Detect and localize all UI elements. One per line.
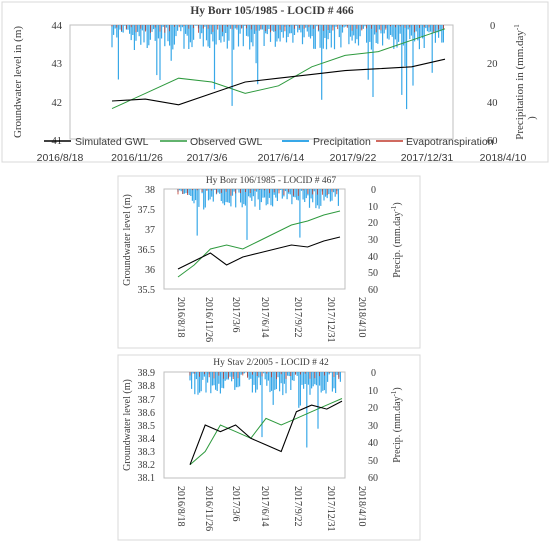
panel-1-xtick-6: 2018/4/10 <box>480 152 527 164</box>
panel-3-ytick-38.5: 38.5 <box>138 421 156 432</box>
panel-2-xtick-4: 2017/9/22 <box>292 297 303 338</box>
panel-2: Hy Borr 106/1985 - LOCID # 467 38 37.5 3… <box>117 175 421 349</box>
panel-3-ytick-38.4: 38.4 <box>138 434 156 445</box>
panel-1: Hy Borr 105/1985 - LOCID # 466 44 43 42 … <box>1 1 549 164</box>
panel-3-y2label: Precip. (mm.day-1) <box>390 387 403 463</box>
panel-1-xtick-4: 2017/9/22 <box>330 152 377 164</box>
panel-3-ytick-38.7: 38.7 <box>138 395 156 406</box>
panel-1-ytick-43: 43 <box>52 59 63 70</box>
panel-3-ytick-38.2: 38.2 <box>138 460 156 471</box>
panel-3-y2tick-60: 60 <box>368 473 378 484</box>
panel-2-xtick-1: 2016/11/26 <box>203 297 214 342</box>
panel-3-xtick-4: 2017/9/22 <box>292 486 303 527</box>
panel-3-xtick-2: 2017/3/6 <box>230 486 241 522</box>
panel-2-y2tick-50: 50 <box>368 268 378 279</box>
panel-1-legend: Simulated GWL Observed GWL Precipitation… <box>44 136 494 148</box>
panel-3-y2tick-20: 20 <box>368 403 378 414</box>
panel-3-ytick-38.6: 38.6 <box>138 408 156 419</box>
panel-3-xtick-3: 2017/6/14 <box>259 486 270 527</box>
panel-1-evapotranspiration-bars <box>111 25 444 33</box>
panel-3-xtick-6: 2018/4/10 <box>356 486 367 527</box>
panel-3-simulated-gwl-line <box>189 400 343 465</box>
panel-3-xtick-0: 2016/8/18 <box>175 486 186 527</box>
panel-1-plot-area <box>69 24 454 140</box>
panel-3-xtick-5: 2017/12/31 <box>325 486 336 532</box>
panel-2-title: Hy Borr 106/1985 - LOCID # 467 <box>206 176 337 186</box>
panel-3-ytick-38.8: 38.8 <box>138 381 156 392</box>
panel-3-y2tick-10: 10 <box>368 386 378 397</box>
legend-evapotranspiration-label: Evapotranspiration <box>406 136 494 148</box>
panel-2-ylabel: Groundwater level (m) <box>122 194 133 286</box>
panel-1-y2tick-20: 20 <box>487 59 498 70</box>
panel-1-y2tick-0: 0 <box>490 21 495 32</box>
panel-2-xtick-3: 2017/6/14 <box>259 297 270 338</box>
panel-1-ytick-44: 44 <box>52 21 63 32</box>
panel-2-y2tick-0: 0 <box>371 185 376 196</box>
panel-1-xtick-3: 2017/6/14 <box>258 152 305 164</box>
panel-2-observed-gwl-line <box>177 210 341 278</box>
panel-3-frame <box>117 354 421 541</box>
panel-2-xtick-2: 2017/3/6 <box>230 297 241 333</box>
panel-2-xtick-0: 2016/8/18 <box>175 297 186 338</box>
panel-2-ytick-37: 37 <box>145 225 155 236</box>
panel-3-ylabel: Groundwater level (m) <box>122 379 133 471</box>
panel-1-y2tick-40: 40 <box>487 98 498 109</box>
panel-1-observed-gwl-line <box>111 28 446 110</box>
panel-1-y2tick-60: 60 <box>487 136 498 147</box>
panel-2-evapotranspiration-bars <box>177 189 338 196</box>
panel-1-xtick-1: 2016/11/26 <box>111 152 163 164</box>
panel-3-ytick-38.1: 38.1 <box>138 473 156 484</box>
panel-3-y2tick-40: 40 <box>368 438 378 449</box>
panel-3: Hy Stav 2/2005 - LOCID # 42 38.9 38.8 38… <box>117 354 421 541</box>
panel-3-y2tick-30: 30 <box>368 421 378 432</box>
panel-1-y2label-close: ) <box>526 116 538 120</box>
legend-simulated-label: Simulated GWL <box>75 136 149 148</box>
legend-precipitation-label: Precipitation <box>313 136 371 148</box>
panel-1-ytick-42: 42 <box>52 98 63 109</box>
panel-3-plot-area <box>163 371 346 479</box>
panel-1-simulated-gwl-line <box>111 58 446 106</box>
legend-observed-label: Observed GWL <box>190 136 263 148</box>
panel-1-xtick-5: 2017/12/31 <box>401 152 454 164</box>
panel-3-title: Hy Stav 2/2005 - LOCID # 42 <box>213 358 329 368</box>
panel-2-frame <box>117 175 421 349</box>
panel-2-y2tick-30: 30 <box>368 235 378 246</box>
panel-2-xtick-6: 2018/4/10 <box>356 297 367 338</box>
panel-2-ytick-37.5: 37.5 <box>138 205 156 216</box>
panel-2-xtick-5: 2017/12/31 <box>325 297 336 343</box>
panel-2-y2tick-10: 10 <box>368 202 378 213</box>
panel-1-title: Hy Borr 105/1985 - LOCID # 466 <box>190 5 354 17</box>
panel-3-y2tick-50: 50 <box>368 456 378 467</box>
panel-2-ytick-35.5: 35.5 <box>138 285 156 296</box>
panel-1-y2label: Precipitation in (mm.day-1 <box>513 24 526 140</box>
panel-3-xtick-1: 2016/11/26 <box>203 486 214 531</box>
panel-1-xtick-2: 2017/3/6 <box>187 152 228 164</box>
panel-3-ytick-38.9: 38.9 <box>138 368 156 379</box>
panel-3-ytick-38.3: 38.3 <box>138 447 156 458</box>
panel-3-evapotranspiration-bars <box>189 372 340 380</box>
panel-2-ytick-36: 36 <box>145 265 155 276</box>
panel-1-frame <box>1 1 549 163</box>
panel-2-y2tick-40: 40 <box>368 252 378 263</box>
panel-3-observed-gwl-line <box>189 398 343 466</box>
panel-2-y2tick-60: 60 <box>368 285 378 296</box>
panel-2-ytick-38: 38 <box>145 185 155 196</box>
panel-3-y2tick-0: 0 <box>371 368 376 379</box>
panel-1-xtick-0: 2016/8/18 <box>37 152 84 164</box>
panel-2-y2label: Precip. (mm.day-1) <box>390 202 403 278</box>
panel-1-ylabel: Groundwater level in (m) <box>12 26 24 138</box>
panel-2-simulated-gwl-line <box>177 236 341 270</box>
panel-2-y2tick-20: 20 <box>368 218 378 229</box>
panel-2-ytick-36.5: 36.5 <box>138 245 156 256</box>
